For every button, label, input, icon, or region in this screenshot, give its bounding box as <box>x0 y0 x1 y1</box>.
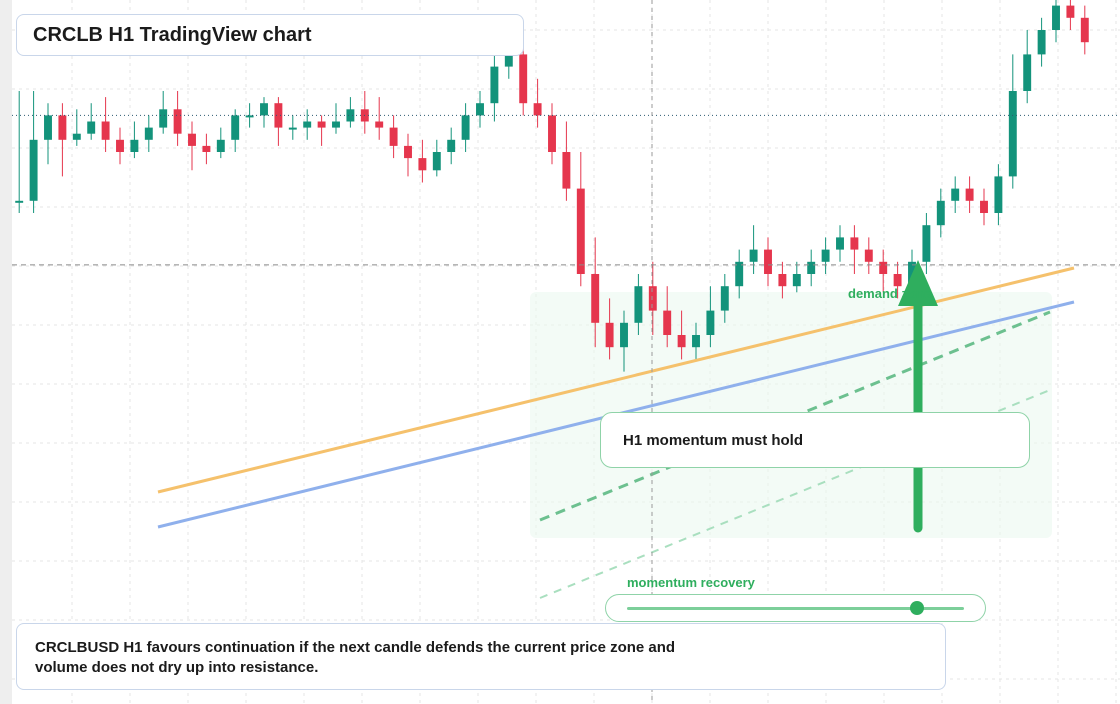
candle-body <box>29 139 38 201</box>
candle-body <box>404 145 412 159</box>
momentum-arrow-head <box>898 260 938 306</box>
candle-body <box>130 139 139 152</box>
candle-body <box>951 188 960 201</box>
candle-body <box>476 103 484 116</box>
candle-body <box>144 127 153 140</box>
candle-body <box>216 139 225 152</box>
candle-body <box>749 249 758 262</box>
momentum-slider-thumb[interactable] <box>909 601 924 615</box>
candle-body <box>101 121 110 140</box>
candle-body <box>533 103 542 116</box>
candle-body <box>1052 5 1060 30</box>
candle-body <box>288 127 297 130</box>
candle-body <box>432 152 441 171</box>
candle-body <box>317 121 326 128</box>
candle-body <box>879 261 888 274</box>
chart-title-text: CRCLB H1 TradingView chart <box>33 23 312 46</box>
candle-body <box>893 274 902 287</box>
momentum-callout: H1 momentum must hold <box>600 412 1030 468</box>
candle-body <box>936 200 945 226</box>
candle-body <box>778 274 787 287</box>
candle-body <box>692 335 700 348</box>
candle-body <box>836 237 844 250</box>
candle-body <box>764 249 772 274</box>
candle-body <box>663 310 672 335</box>
candle-body <box>274 103 283 128</box>
candle-body <box>605 322 614 348</box>
demand-zone-label: demand zone <box>848 286 932 301</box>
candle-body <box>44 115 52 140</box>
candle-body <box>634 286 643 323</box>
candle-body <box>864 249 873 262</box>
candle-body <box>1066 5 1075 18</box>
candle-body <box>965 188 974 201</box>
candle-body <box>1008 91 1017 177</box>
candle-body <box>591 274 600 323</box>
candle-body <box>562 152 571 189</box>
candle-body <box>15 200 24 203</box>
candle-body <box>303 121 312 128</box>
momentum-callout-text: H1 momentum must hold <box>623 431 804 449</box>
left-scrollbar[interactable] <box>0 0 12 704</box>
candle-body <box>1037 30 1046 55</box>
candle-body <box>188 133 196 146</box>
candle-body <box>72 133 81 140</box>
candle-body <box>418 158 427 171</box>
candle-body <box>461 115 470 140</box>
candle-body <box>821 249 830 262</box>
candle-body <box>807 261 816 274</box>
candle-body <box>87 121 96 134</box>
candle-body <box>389 127 398 146</box>
candle-body <box>850 237 859 250</box>
candle-body <box>231 115 240 140</box>
analysis-caption-text: CRCLBUSD H1 favours continuation if the … <box>35 639 676 676</box>
momentum-slider-track[interactable] <box>627 607 964 610</box>
candle-body <box>677 335 686 348</box>
candle-body <box>735 261 744 287</box>
momentum-slider[interactable] <box>605 594 986 622</box>
candle-body <box>245 115 254 118</box>
chart-title: CRCLB H1 TradingView chart <box>16 14 524 56</box>
candle-body <box>116 139 124 152</box>
candle-body <box>519 54 528 104</box>
candle-body <box>706 310 715 335</box>
candle-body <box>332 121 340 128</box>
candle-body <box>648 286 657 311</box>
candle-body <box>202 145 211 152</box>
candle-body <box>548 115 556 152</box>
candle-body <box>1023 54 1032 91</box>
candle-body <box>922 225 931 262</box>
candle-body <box>447 139 456 152</box>
lower-guide-line <box>539 389 1051 599</box>
candle-body <box>576 188 585 274</box>
candle-body <box>375 121 384 128</box>
candle-body <box>260 103 268 116</box>
candle-body <box>980 200 988 213</box>
candle-body <box>58 115 67 140</box>
candle-body <box>620 322 628 348</box>
candle-body <box>490 66 499 104</box>
candle-body <box>1080 17 1089 43</box>
candle-body <box>159 109 168 128</box>
candle-body <box>994 176 1003 213</box>
candle-body <box>504 54 513 67</box>
analysis-caption: CRCLBUSD H1 favours continuation if the … <box>16 623 946 690</box>
candle-body <box>720 286 729 311</box>
candle-body <box>792 274 801 287</box>
candle-body <box>173 109 182 134</box>
candle-body <box>346 109 355 122</box>
momentum-slider-label: momentum recovery <box>627 575 755 590</box>
